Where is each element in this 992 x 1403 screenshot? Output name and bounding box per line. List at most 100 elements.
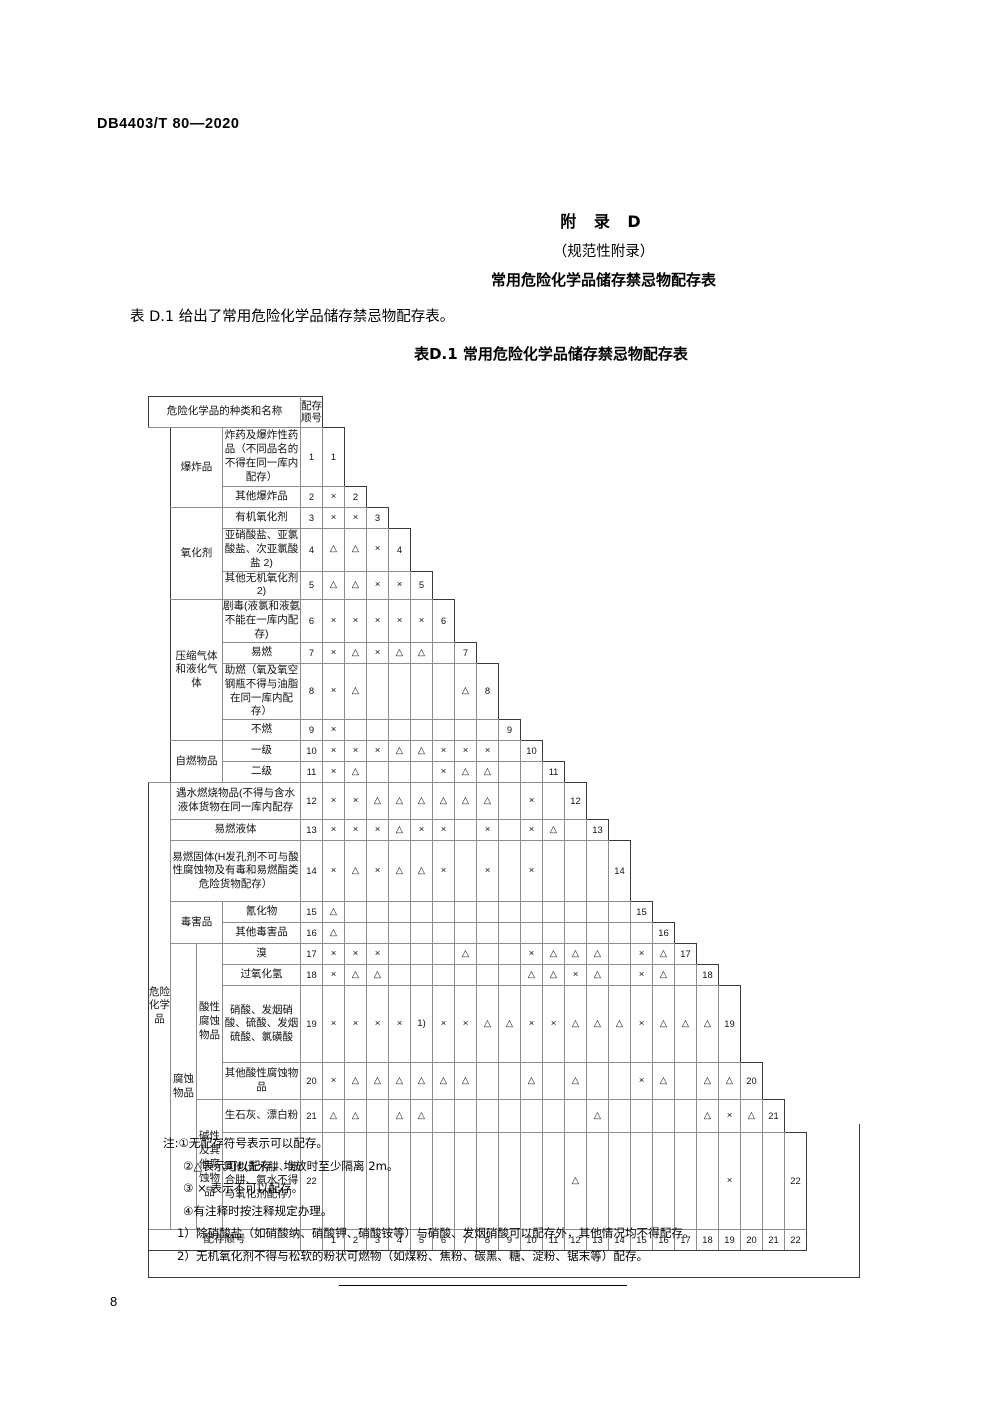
matrix-cell [366,662,389,721]
spacer-cell [653,841,675,902]
spacer-cell [763,508,785,529]
matrix-cell [498,1062,521,1101]
matrix-cell [454,819,477,842]
matrix-cell: △ [432,782,455,821]
matrix-cell [586,1132,609,1231]
spacer-cell [543,642,565,663]
spacer-cell [345,428,367,487]
spacer-cell [719,762,741,783]
footer-column-number: 12 [564,1229,587,1252]
spacer-cell [741,841,763,902]
matrix-cell [674,964,697,987]
spacer-cell [477,571,499,600]
matrix-cell [542,1062,565,1101]
spacer-cell [565,487,587,508]
spacer-cell [653,663,675,719]
spacer-cell [653,783,675,820]
matrix-diagonal-cell: 11 [542,761,565,784]
matrix-cell: △ [542,943,565,966]
matrix-cell [740,1132,763,1231]
matrix-cell: × [630,943,653,966]
spacer-cell [587,397,609,428]
root-category-label: 危险化学品 [148,782,171,1231]
row-order-number: 21 [300,1099,323,1134]
matrix-diagonal-cell: 20 [740,1062,763,1101]
spacer-cell [785,428,807,487]
row-order-number: 8 [300,662,323,721]
footer-column-number: 13 [586,1229,609,1252]
notes-label: 注: [163,1136,179,1150]
spacer-cell [785,571,807,600]
matrix-cell: × [630,964,653,987]
spacer-cell [587,783,609,820]
matrix-cell: △ [388,641,411,664]
matrix-cell [586,840,609,903]
matrix-cell: × [344,507,367,529]
matrix-cell: △ [410,740,433,763]
matrix-cell: △ [652,985,675,1064]
row-order-number: 14 [300,840,323,903]
table-notes: 注:①无配存符号表示可以配存。 ②△表示可以配存，堆放时至少隔离 2m。 ③ ×… [148,1124,860,1278]
matrix-cell: △ [410,840,433,903]
spacer-cell [719,783,741,820]
spacer-cell [499,600,521,643]
spacer-cell [609,820,631,841]
spacer-cell [565,397,587,428]
matrix-cell [388,901,411,924]
spacer-cell [477,487,499,508]
spacer-cell [499,571,521,600]
spacer-cell [675,841,697,902]
matrix-cell: △ [410,1062,433,1101]
annex-title: 附 录 D [560,212,647,231]
matrix-row: 腐蚀物品 酸性腐蚀物品溴 17 × × × △ × △ △ △ × △ 17 [149,943,807,1231]
matrix-cell: × [366,740,389,763]
matrix-cell: △ [476,761,499,784]
spacer-cell [411,508,433,529]
spacer-cell [565,600,587,643]
matrix-cell [366,922,389,945]
spacer-cell [675,902,697,923]
notes-item-1-row: ②△表示可以配存，堆放时至少隔离 2m。 [163,1155,849,1178]
matrix-cell: × [322,599,345,643]
matrix-cell: × [476,840,499,903]
row-name: 遇水燃烧物品(不得与含水液体货物在同一库内配存 [170,782,301,821]
footer-column-number: 7 [454,1229,477,1252]
matrix-cell [674,1132,697,1231]
matrix-cell: △ [454,662,477,721]
spacer-cell [741,428,763,487]
spacer-cell [697,762,719,783]
row-order-number: 18 [300,964,323,987]
matrix-diagonal-cell: 16 [652,922,675,945]
spacer-cell [543,663,565,719]
spacer-cell [345,397,367,428]
row-name: 助燃（氧及氧空钢瓶不得与油脂在同一库内配存） [222,662,301,721]
spacer-cell [719,642,741,663]
spacer-cell [433,571,455,600]
footer-column-number: 9 [498,1229,521,1252]
matrix-cell: △ [388,1099,411,1134]
spacer-cell [543,571,565,600]
notes-item-2-row: ③ × 表示不可以配存。 [163,1177,849,1200]
matrix-cell: △ [388,1062,411,1101]
spacer-cell [653,741,675,762]
row-order-number: 6 [300,599,323,643]
matrix-diagonal-cell: 18 [696,964,719,987]
group-label: 自燃物品 [170,740,223,784]
spacer-cell [719,820,741,841]
spacer-cell [763,487,785,508]
row-name: 生石灰、漂白粉 [222,1099,301,1134]
matrix-row: 二级 11 × △ × △ △ 11 [149,761,807,784]
spacer-cell [587,642,609,663]
spacer-cell [543,428,565,487]
matrix-cell: × [366,819,389,842]
matrix-cell: △ [542,819,565,842]
matrix-diagonal-cell: 5 [410,570,433,601]
spacer-cell [631,783,653,820]
spacer-cell [763,783,785,820]
spacer-cell [763,1063,785,1100]
spacer-cell [741,663,763,719]
matrix-cell [366,761,389,784]
spacer-cell [631,529,653,572]
spacer-cell [763,663,785,719]
spacer-cell [785,783,807,820]
